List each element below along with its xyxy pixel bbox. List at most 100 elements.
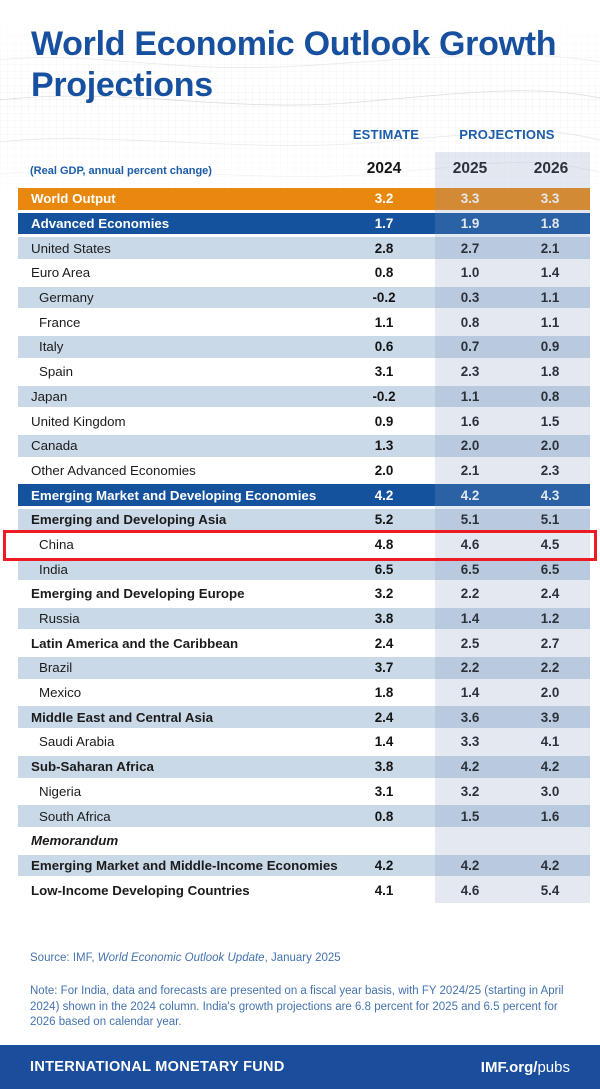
value-2024: 2.0: [374, 462, 394, 478]
row-label: Nigeria: [39, 783, 82, 799]
value-2025: 3.6: [460, 709, 480, 725]
value-2024: -0.2: [372, 290, 396, 306]
value-2024: 1.4: [374, 734, 394, 750]
table-row-united-kingdom: United Kingdom 0.9 1.6 1.5: [18, 410, 590, 432]
value-2026: 3.0: [540, 783, 560, 799]
value-2025: 3.2: [460, 783, 480, 799]
value-2024: 3.2: [374, 586, 394, 602]
value-2024: 3.1: [374, 364, 394, 380]
value-2025: 2.3: [460, 364, 480, 380]
row-label: South Africa: [39, 808, 111, 824]
value-2026: 2.2: [540, 660, 560, 676]
value-2025: 1.6: [460, 413, 480, 429]
table-row-emerging-market-and-middle-income-economies: Emerging Market and Middle-Income Econom…: [18, 854, 590, 877]
value-2025: 1.0: [460, 265, 480, 281]
source-note: Source: IMF, World Economic Outlook Upda…: [30, 952, 341, 964]
table-row-euro-area: Euro Area 0.8 1.0 1.4: [18, 262, 590, 284]
value-2026: 5.4: [540, 882, 560, 898]
row-label: Brazil: [39, 660, 73, 676]
table-row-spain: Spain 3.1 2.3 1.8: [18, 360, 590, 383]
imf-org-link-pubs: pubs: [537, 1058, 570, 1076]
value-2024: -0.2: [372, 388, 396, 404]
value-2026: 2.0: [540, 685, 560, 701]
footer-bar: INTERNATIONAL MONETARY FUND IMF.org/pubs: [0, 1045, 600, 1089]
page-title: World Economic Outlook Growth Projection…: [31, 25, 557, 104]
value-2024: 4.1: [374, 882, 394, 898]
value-2026: 2.1: [540, 240, 560, 256]
table-row-emerging-and-developing-asia: Emerging and Developing Asia 5.2 5.1 5.1: [18, 508, 590, 531]
value-2025: 1.1: [460, 388, 480, 404]
value-2024: 2.4: [374, 709, 394, 725]
table-row-saudi-arabia: Saudi Arabia 1.4 3.3 4.1: [18, 731, 590, 753]
value-2024: 1.3: [374, 438, 394, 454]
row-label: United States: [31, 240, 111, 256]
source-publication: World Economic Outlook Update: [97, 952, 265, 964]
row-label: Japan: [31, 388, 68, 404]
value-2026: 4.1: [540, 734, 560, 750]
imf-org-pubs-link[interactable]: IMF.org/pubs: [481, 1059, 570, 1076]
table-row-china: China 4.8 4.6 4.5: [18, 533, 590, 556]
value-2025: 0.7: [460, 339, 480, 355]
value-2025: 3.3: [460, 734, 480, 750]
row-label: Saudi Arabia: [39, 734, 115, 750]
row-label: Emerging and Developing Asia: [31, 512, 227, 528]
value-2026: 2.7: [540, 635, 560, 651]
row-label: World Output: [31, 191, 116, 207]
value-2024: 1.7: [374, 216, 394, 232]
value-2025: 1.9: [460, 216, 480, 232]
value-2026: 3.9: [540, 709, 560, 725]
table-row-italy: Italy 0.6 0.7 0.9: [18, 336, 590, 358]
value-2024: 3.1: [374, 783, 394, 799]
value-2026: 0.8: [540, 388, 560, 404]
value-2025: 2.5: [460, 635, 480, 651]
value-2026: 3.3: [540, 191, 560, 207]
value-2024: 2.8: [374, 240, 394, 256]
value-2026: 5.1: [540, 512, 560, 528]
row-label: Latin America and the Caribbean: [31, 635, 239, 651]
value-2026: 1.4: [540, 265, 560, 281]
source-suffix: , January 2025: [264, 952, 341, 964]
year-header-2026: 2026: [533, 160, 569, 177]
table-row-india: India 6.5 6.5 6.5: [18, 558, 590, 580]
unit-label: (Real GDP, annual percent change): [30, 165, 212, 177]
row-label: Emerging and Developing Europe: [31, 586, 245, 602]
value-2024: 1.1: [374, 314, 394, 330]
table-row-world-output: World Output 3.2 3.3 3.3: [18, 188, 590, 210]
row-label: Sub-Saharan Africa: [31, 759, 154, 775]
table-row-memorandum: Memorandum: [18, 829, 590, 852]
table-row-advanced-economies: Advanced Economies 1.7 1.9 1.8: [18, 212, 590, 235]
value-2025: 3.3: [460, 191, 480, 207]
row-label: United Kingdom: [31, 413, 126, 429]
table-row-france: France 1.1 0.8 1.1: [18, 311, 590, 334]
value-2026: 2.0: [540, 438, 560, 454]
value-2024: 3.8: [374, 611, 394, 627]
value-2025: 0.3: [460, 290, 480, 306]
value-2024: 4.2: [374, 857, 394, 873]
value-2026: 4.2: [540, 857, 560, 873]
value-2026: 1.1: [540, 290, 560, 306]
value-2024: 3.7: [374, 660, 394, 676]
value-2025: 4.2: [460, 759, 480, 775]
table-row-brazil: Brazil 3.7 2.2 2.2: [18, 657, 590, 679]
row-label: Germany: [39, 290, 94, 306]
value-2026: 6.5: [540, 561, 560, 577]
value-2024: 0.6: [374, 339, 394, 355]
value-2025: 4.6: [460, 536, 480, 552]
value-2024: 4.8: [374, 536, 394, 552]
value-2025: 4.2: [460, 487, 480, 503]
value-2026: 2.3: [540, 462, 560, 478]
value-2024: 0.9: [374, 413, 394, 429]
india-fiscal-year-note: Note: For India, data and forecasts are …: [30, 985, 564, 1028]
value-2026: 1.8: [540, 364, 560, 380]
value-2026: 4.2: [540, 759, 560, 775]
year-header-2024: 2024: [366, 160, 402, 177]
row-label: China: [39, 536, 74, 552]
row-label: Advanced Economies: [31, 216, 170, 232]
row-label: Mexico: [39, 685, 82, 701]
value-2024: 0.8: [374, 808, 394, 824]
value-2025: 5.1: [460, 512, 480, 528]
background-mesh-pattern: [0, 22, 600, 190]
value-2025: 2.7: [460, 240, 480, 256]
row-label: Memorandum: [31, 833, 119, 849]
